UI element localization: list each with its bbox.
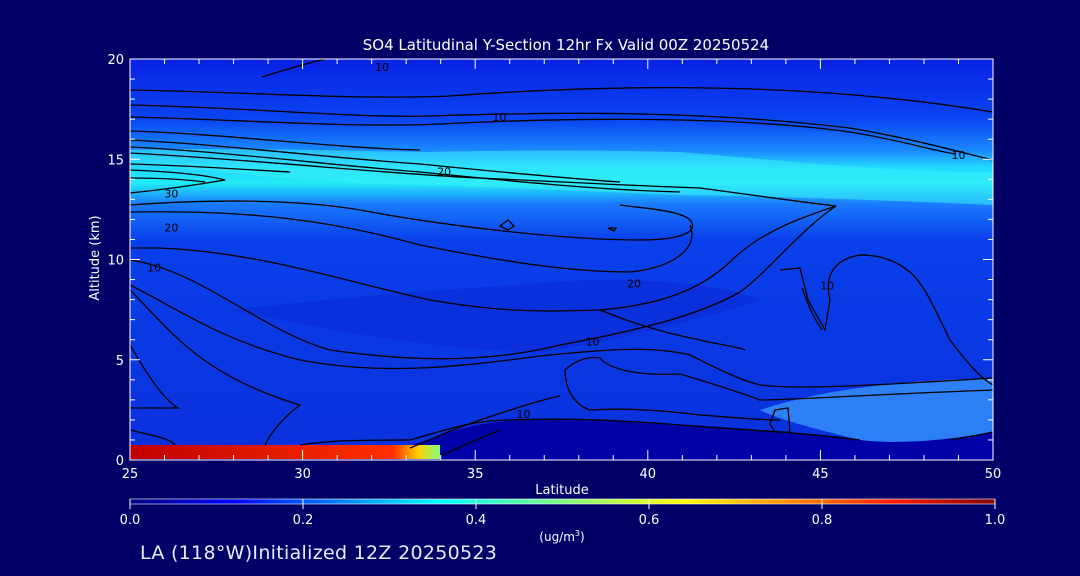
contour-label: 10 — [147, 262, 161, 275]
contour-label: 30 — [164, 187, 178, 200]
contour-label: 10 — [375, 61, 389, 74]
x-axis-label: Latitude — [535, 483, 589, 498]
contour-lines — [130, 59, 993, 457]
contour-label: 10 — [820, 280, 834, 293]
contour-label: 20 — [164, 221, 178, 234]
x-tick-label: 25 — [122, 467, 139, 482]
x-tick-label: 45 — [812, 467, 829, 482]
x-tick-label: 35 — [467, 467, 484, 482]
low-region — [230, 280, 760, 352]
colorbar-tick-label: 1.0 — [985, 513, 1006, 528]
surface-plume-north — [760, 378, 993, 443]
y-tick-label: 5 — [116, 354, 124, 369]
y-tick-label: 15 — [107, 153, 124, 168]
axis-tick-labels: 25 30 35 40 45 50 0 5 10 15 20 — [107, 53, 1001, 482]
colorbar-tick-label: 0.8 — [812, 513, 833, 528]
chart-title: SO4 Latitudinal Y-Section 12hr Fx Valid … — [363, 36, 769, 54]
y-axis-label: Altitude (km) — [88, 215, 103, 300]
colorbar-unit-label: (ug/m3) — [539, 529, 584, 544]
surface-hot-band — [130, 445, 440, 459]
y-tick-label: 0 — [116, 454, 124, 469]
y-tick-label: 20 — [107, 53, 124, 68]
footer-initialized: LA (118°W)Initialized 12Z 20250523 — [140, 542, 498, 564]
colorbar — [129, 498, 996, 505]
contour-label: 10 — [492, 111, 506, 124]
colorbar-tick-label: 0.6 — [639, 513, 660, 528]
x-tick-label: 40 — [640, 467, 657, 482]
axis-ticks — [129, 58, 994, 461]
plot-area: 10 10 10 20 30 20 10 20 10 10 10 — [130, 59, 993, 460]
x-tick-label: 30 — [294, 467, 311, 482]
contour-label: 20 — [627, 278, 641, 291]
colorbar-labels: 0.0 0.2 0.4 0.6 0.8 1.0 — [120, 513, 1006, 528]
colorbar-ticks — [129, 499, 996, 509]
contour-label: 10 — [586, 336, 600, 349]
colorbar-tick-label: 0.2 — [293, 513, 314, 528]
colorbar-tick-label: 0.0 — [120, 513, 141, 528]
contour-label: 20 — [437, 165, 451, 178]
colorbar-tick-label: 0.4 — [466, 513, 487, 528]
x-tick-label: 50 — [985, 467, 1002, 482]
contour-labels: 10 10 10 20 30 20 10 20 10 10 10 — [147, 61, 965, 421]
contour-label: 10 — [951, 149, 965, 162]
y-tick-label: 10 — [107, 254, 124, 269]
contour-label: 10 — [517, 408, 531, 421]
